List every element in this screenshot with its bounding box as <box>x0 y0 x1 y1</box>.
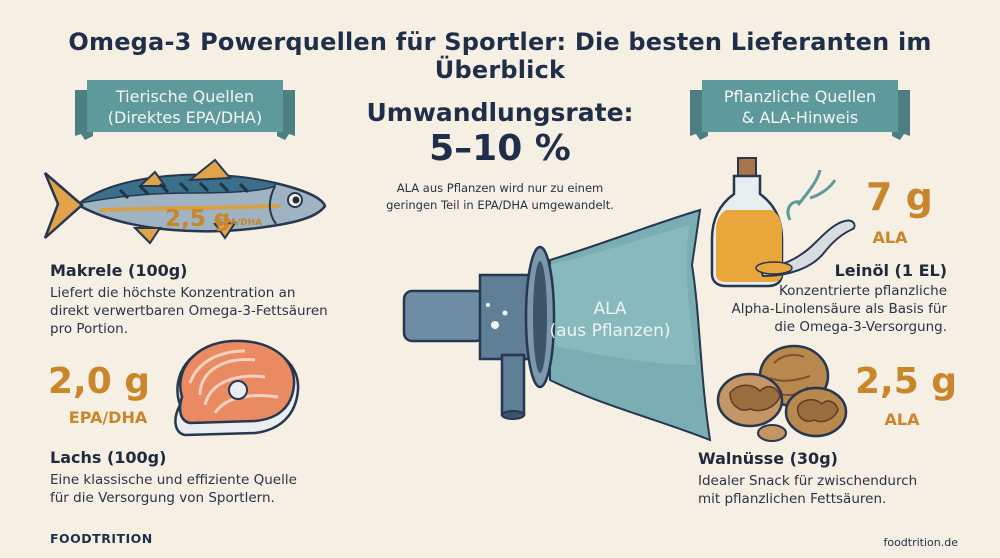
conversion-rate: 5–10 % <box>429 128 571 169</box>
lachs-unit: EPA/DHA <box>68 408 148 427</box>
desc-line: direkt verwertbaren Omega-3-Fettsäuren <box>50 303 328 319</box>
desc-line: pro Portion. <box>50 321 128 337</box>
funnel-label: ALA (aus Pflanzen) <box>540 298 680 342</box>
banner-line2: & ALA-Hinweis <box>741 108 859 127</box>
funnel-label-line1: ALA <box>593 299 627 319</box>
walnuesse-desc: Idealer Snack für zwischendurch mit pfla… <box>698 472 958 508</box>
banner-animal-sources: Tierische Quellen (Direktes EPA/DHA) <box>75 78 295 140</box>
ribbon-shape <box>75 80 295 140</box>
desc-line: mit pflanzlichen Fettsäuren. <box>698 491 887 507</box>
lachs-name: Lachs (100g) <box>50 448 167 467</box>
desc-line: Alpha-Linolensäure als Basis für <box>731 301 947 317</box>
leinoel-name: Leinöl (1 EL) <box>834 261 947 280</box>
walnuesse-unit: ALA <box>884 410 920 429</box>
banner-line1: Pflanzliche Quellen <box>723 87 877 106</box>
funnel-icon <box>402 208 712 442</box>
desc-line: für die Versorgung von Sportlern. <box>50 490 275 506</box>
banner-line2: (Direktes EPA/DHA) <box>107 108 263 127</box>
page-title: Omega-3 Powerquellen für Sportler: Die b… <box>68 28 932 84</box>
leinoel-unit: ALA <box>872 228 908 247</box>
lachs-amount: 2,0 g <box>48 361 151 402</box>
banner-line1: Tierische Quellen <box>115 87 255 106</box>
ribbon-shape <box>690 80 910 140</box>
desc-line: geringen Teil in EPA/DHA umgewandelt. <box>386 198 614 212</box>
desc-line: Konzentrierte pflanzliche <box>778 283 947 299</box>
walnuesse-amount: 2,5 g <box>855 361 958 402</box>
mackerel-icon <box>43 158 327 245</box>
walnuesse-name: Walnüsse (30g) <box>698 449 838 468</box>
conversion-heading: Umwandlungsrate: <box>366 98 634 127</box>
conversion-desc: ALA aus Pflanzen wird nur zu einem gerin… <box>340 180 660 214</box>
oil-bottle-icon <box>710 157 856 288</box>
banner-plant-sources: Pflanzliche Quellen & ALA-Hinweis <box>690 78 910 140</box>
funnel-label-line2: (aus Pflanzen) <box>549 321 671 341</box>
makrele-name: Makrele (100g) <box>50 261 188 280</box>
desc-line: die Omega-3-Versorgung. <box>774 319 947 335</box>
leinoel-amount: 7 g <box>866 175 933 219</box>
desc-line: Eine klassische und effiziente Quelle <box>50 472 297 488</box>
footer-url: foodtrition.de <box>883 536 958 549</box>
leinoel-desc: Konzentrierte pflanzliche Alpha-Linolens… <box>650 282 947 336</box>
brand-logo: FOODTRITION <box>50 531 153 546</box>
makrele-unit: EPA/DHA <box>218 218 263 228</box>
makrele-amount: 2,5 g <box>165 206 231 232</box>
walnut-icon <box>716 344 848 442</box>
lachs-desc: Eine klassische und effiziente Quelle fü… <box>50 471 350 507</box>
desc-line: Liefert die höchste Konzentration an <box>50 285 296 301</box>
makrele-desc: Liefert die höchste Konzentration an dir… <box>50 284 350 338</box>
salmon-steak-icon <box>174 339 300 437</box>
desc-line: Idealer Snack für zwischendurch <box>698 473 918 489</box>
desc-line: ALA aus Pflanzen wird nur zu einem <box>396 181 604 195</box>
